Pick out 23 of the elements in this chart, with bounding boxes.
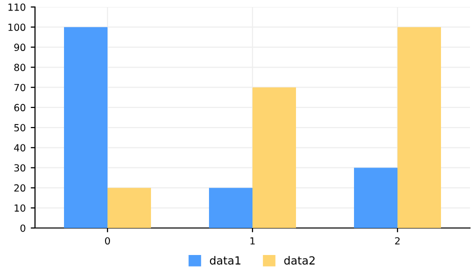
- bar: [398, 27, 441, 228]
- x-tick-label: 1: [250, 237, 255, 244]
- y-tick-label: 30: [14, 164, 26, 172]
- x-tick-label: 2: [395, 237, 400, 244]
- y-tick-label: 20: [14, 184, 26, 192]
- y-tick-label: 50: [14, 124, 26, 132]
- legend-label: data2: [284, 256, 315, 265]
- y-tick-label: 100: [8, 24, 26, 31]
- y-tick-label: 110: [8, 3, 26, 11]
- y-tick-label: 60: [14, 104, 26, 112]
- bar: [354, 168, 398, 228]
- y-tick-label: 10: [14, 204, 26, 212]
- bar: [108, 188, 151, 228]
- y-tick-label: 70: [14, 84, 26, 92]
- legend-label: data1: [210, 256, 240, 265]
- y-tick-label: 40: [14, 144, 26, 152]
- bar: [64, 27, 108, 228]
- bar: [252, 87, 296, 228]
- bar: [209, 188, 252, 228]
- x-tick-label: 0: [105, 237, 110, 245]
- y-tick-label: 90: [14, 44, 26, 52]
- y-tick-label: 80: [14, 64, 26, 72]
- y-tick-label: 0: [20, 224, 26, 232]
